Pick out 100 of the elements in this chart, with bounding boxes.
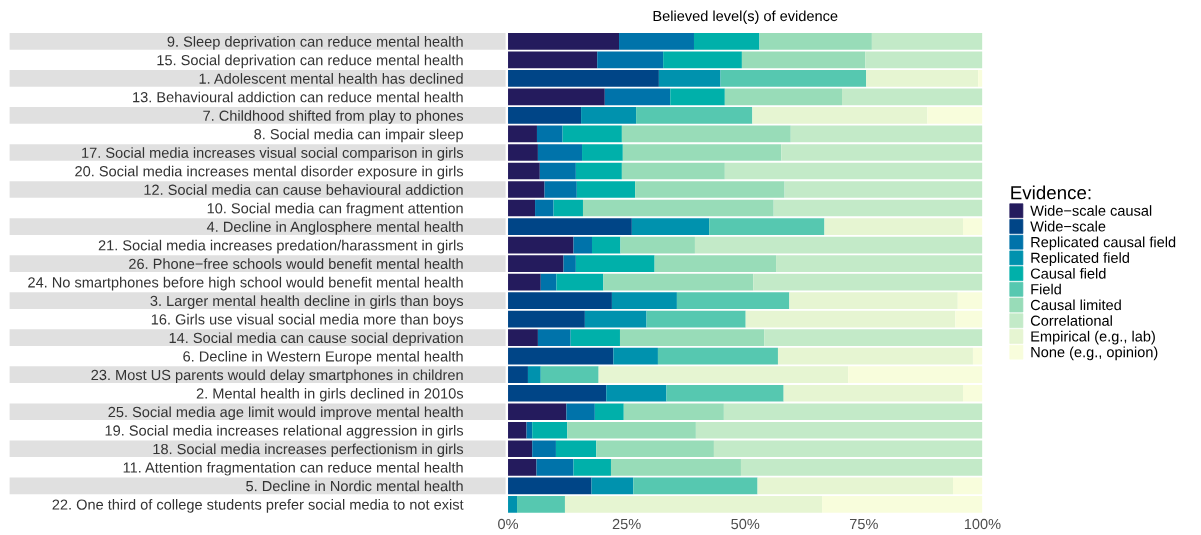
bar bbox=[622, 144, 782, 161]
bar bbox=[741, 51, 866, 69]
y-tick-label: 19. Social media increases relational aggression in girls bbox=[105, 424, 464, 439]
bar bbox=[720, 70, 867, 87]
y-tick-label: 24. No smartphones before high school would benefit mental health bbox=[28, 276, 463, 291]
y-tick-label: 15. Social deprivation can reduce mental health bbox=[157, 54, 463, 69]
bar bbox=[621, 162, 725, 180]
bar bbox=[663, 51, 742, 69]
bar bbox=[724, 88, 842, 106]
y-tick-label: 12. Social media can cause behavioural addiction bbox=[144, 184, 463, 195]
bar bbox=[753, 273, 983, 291]
bar bbox=[508, 88, 605, 106]
bar bbox=[573, 236, 592, 254]
y-tick-label: 1. Adolescent mental health has declined bbox=[199, 73, 463, 84]
bar bbox=[865, 51, 983, 69]
bar bbox=[508, 310, 585, 328]
bar bbox=[576, 181, 636, 198]
bar bbox=[927, 107, 983, 124]
y-tick-label: 25. Social media age limit would improve mental health bbox=[108, 406, 463, 421]
legend-label: None (e.g., opinion) bbox=[1031, 346, 1158, 361]
bar bbox=[613, 347, 658, 365]
bar bbox=[517, 496, 565, 513]
y-tick-label: 14. Social media can cause social deprivation bbox=[169, 332, 463, 346]
bar bbox=[508, 384, 607, 402]
bar bbox=[781, 144, 983, 161]
bar bbox=[654, 255, 777, 272]
bar bbox=[508, 477, 592, 495]
legend-label: Correlational bbox=[1030, 315, 1112, 326]
bar bbox=[508, 125, 537, 143]
bar bbox=[978, 70, 983, 87]
bar bbox=[955, 310, 983, 328]
bar bbox=[536, 458, 574, 476]
bar bbox=[508, 181, 545, 198]
bar bbox=[611, 292, 677, 309]
bar bbox=[508, 329, 538, 346]
bar bbox=[724, 162, 983, 180]
bar bbox=[581, 107, 637, 124]
legend-label: Causal field bbox=[1030, 267, 1106, 279]
bar bbox=[537, 144, 583, 161]
bar bbox=[553, 199, 583, 217]
bar bbox=[658, 70, 721, 87]
bar bbox=[508, 51, 598, 69]
bar bbox=[508, 70, 659, 87]
bar bbox=[776, 255, 983, 272]
y-tick-label: 26. Phone−free schools would benefit mental health bbox=[129, 258, 463, 270]
bar bbox=[508, 458, 537, 476]
bar bbox=[508, 403, 567, 421]
legend-label: Empirical (e.g., lab) bbox=[1031, 330, 1155, 345]
bar bbox=[610, 458, 741, 476]
y-tick-label: 8. Social media can impair sleep bbox=[254, 128, 463, 143]
bar bbox=[508, 162, 540, 180]
bar bbox=[635, 181, 785, 198]
bar bbox=[570, 329, 620, 346]
y-tick-label: 11. Attention fragmentation can reduce mental health bbox=[123, 462, 463, 476]
bar bbox=[535, 199, 554, 217]
bar bbox=[508, 273, 541, 291]
bar bbox=[508, 292, 612, 309]
bar bbox=[556, 273, 604, 291]
bar bbox=[508, 255, 564, 272]
bar bbox=[527, 366, 541, 384]
bar bbox=[508, 218, 632, 235]
bar bbox=[670, 88, 725, 106]
x-tick-label: 0% bbox=[498, 518, 519, 530]
legend-label: Wide−scale bbox=[1030, 220, 1106, 232]
bar bbox=[508, 33, 620, 50]
bar bbox=[764, 329, 983, 346]
bar bbox=[773, 199, 983, 217]
bar bbox=[591, 477, 634, 495]
y-tick-label: 6. Decline in Western Europe mental health bbox=[183, 350, 463, 365]
bar bbox=[646, 310, 746, 328]
bar bbox=[621, 125, 791, 143]
y-tick-label: 17. Social media increases visual social comparison in girls bbox=[82, 147, 464, 161]
bar bbox=[745, 310, 956, 328]
legend-label: Wide−scale causal bbox=[1030, 205, 1152, 216]
bar bbox=[790, 125, 983, 143]
bar bbox=[693, 33, 760, 50]
bar bbox=[540, 366, 599, 384]
bar bbox=[842, 88, 983, 106]
bar bbox=[619, 329, 765, 346]
bar bbox=[822, 496, 983, 513]
bar bbox=[562, 125, 622, 143]
bar bbox=[657, 347, 778, 365]
bar bbox=[694, 236, 983, 254]
y-tick-label: 13. Behavioural addiction can reduce mental health bbox=[133, 91, 463, 103]
bar bbox=[591, 236, 621, 254]
bar bbox=[962, 218, 983, 235]
bar bbox=[536, 125, 563, 143]
bar bbox=[508, 199, 536, 217]
bar bbox=[597, 51, 664, 69]
y-tick-label: 10. Social media can fragment attention bbox=[207, 202, 463, 217]
bar bbox=[582, 144, 623, 161]
y-tick-label: 16. Girls use visual social media more than boys bbox=[151, 313, 464, 328]
x-tick-label: 100% bbox=[964, 518, 1001, 530]
legend-title: Evidence: bbox=[1011, 185, 1091, 200]
legend-label: Field bbox=[1031, 283, 1061, 295]
bar bbox=[623, 403, 724, 421]
bar bbox=[783, 384, 963, 402]
bar bbox=[866, 70, 979, 87]
bar bbox=[953, 477, 983, 495]
bar bbox=[604, 88, 671, 106]
